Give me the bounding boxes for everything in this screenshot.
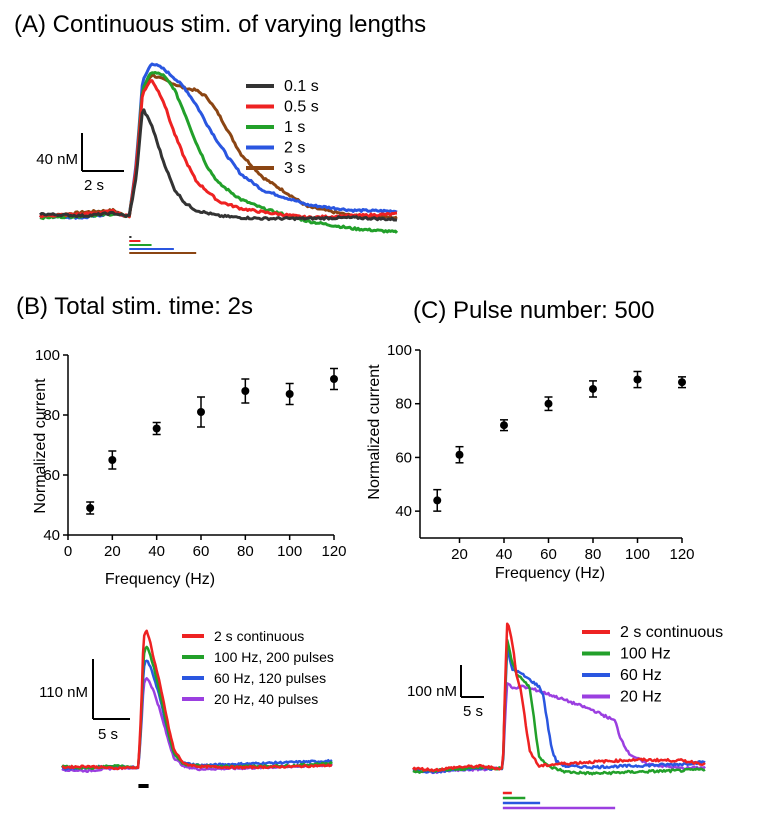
x-tick-label: 20	[104, 543, 121, 560]
panel-c: (C) Pulse number: 500 40 60 80 100 20 40 60 80 1…	[366, 297, 695, 582]
data-point	[633, 375, 642, 384]
panel-e-scale-bar: 100 nM 5 s	[407, 665, 484, 720]
data-point	[455, 450, 464, 459]
data-point	[330, 375, 338, 383]
legend-label-0-1-s: 0.1 s	[284, 78, 319, 95]
scale-bar-x-label: 2 s	[84, 177, 104, 194]
x-tick-label: 80	[237, 543, 254, 560]
y-tick-label: 80	[395, 396, 412, 413]
data-point	[678, 378, 686, 387]
trace-100-hz-200-pulses	[60, 645, 333, 770]
legend-label-2-s-continuous: 2 s continuous	[620, 624, 723, 641]
data-point	[86, 504, 95, 512]
panel-c-title: (C) Pulse number: 500	[413, 297, 654, 324]
y-tick-label: 60	[43, 467, 60, 484]
scale-bar-x-label: 5 s	[98, 726, 118, 743]
legend-label-20-hz: 20 Hz	[620, 689, 662, 706]
panel-b-ylabel: Normalized current	[32, 378, 49, 514]
panel-b-title: (B) Total stim. time: 2s	[16, 293, 253, 320]
panel-c-plot: 40 60 80 100 20 40 60 80 100 120	[387, 342, 695, 563]
x-tick-label: 40	[148, 543, 165, 560]
data-point	[500, 421, 508, 430]
data-point	[152, 424, 161, 433]
scale-bar-y-label: 100 nM	[407, 683, 457, 700]
trace-2-s-continuous	[61, 629, 333, 771]
legend-label-60-hz-120-pulses: 60 Hz, 120 pulses	[214, 670, 326, 686]
data-point	[241, 387, 250, 395]
x-tick-label: 40	[496, 546, 513, 563]
x-tick-label: 60	[540, 546, 557, 563]
data-point	[589, 384, 597, 393]
x-tick-label: 120	[321, 543, 346, 560]
scale-bar-y-label: 40 nM	[36, 151, 78, 168]
panel-d-traces	[60, 629, 333, 773]
panel-c-xlabel: Frequency (Hz)	[495, 565, 605, 582]
data-point	[285, 390, 294, 398]
x-tick-label: 20	[451, 546, 468, 563]
legend-label-0-5-s: 0.5 s	[284, 99, 319, 116]
y-tick-label: 100	[35, 347, 60, 364]
y-tick-label: 80	[43, 407, 60, 424]
panel-e-traces	[412, 622, 706, 776]
legend-label-100-hz-200-pulses: 100 Hz, 200 pulses	[214, 649, 334, 665]
panel-d: 2 s continuous 100 Hz, 200 pulses 60 Hz, 1…	[39, 628, 334, 788]
trace-2-s-continuous	[412, 622, 706, 773]
trace-0-1-s	[39, 108, 398, 222]
panel-b: (B) Total stim. time: 2s 40 60 80 100 0 20 40 6…	[16, 293, 347, 588]
panel-e: 2 s continuous 100 Hz 60 Hz 20 Hz 100 nM 5 …	[407, 622, 723, 810]
y-tick-label: 40	[395, 503, 412, 520]
legend-label-60-hz: 60 Hz	[620, 667, 662, 684]
data-point	[108, 456, 117, 464]
panel-a-scale-bar: 40 nM 2 s	[36, 133, 124, 194]
panel-a-title: (A) Continuous stim. of varying lengths	[14, 11, 426, 38]
x-tick-label: 80	[585, 546, 602, 563]
panel-e-legend: 2 s continuous 100 Hz 60 Hz 20 Hz	[582, 624, 723, 706]
y-tick-label: 100	[387, 342, 412, 359]
panel-a-stim-bars	[129, 236, 197, 254]
panel-b-plot: 40 60 80 100 0 20 40 60 80 100 120	[35, 347, 347, 560]
legend-label-2-s: 2 s	[284, 140, 305, 157]
legend-label-2-s-continuous: 2 s continuous	[214, 628, 304, 644]
legend-label-20-hz-40-pulses: 20 Hz, 40 pulses	[214, 691, 318, 707]
panel-a: (A) Continuous stim. of varying lengths …	[14, 11, 426, 254]
y-tick-label: 60	[395, 449, 412, 466]
panel-d-scale-bar: 110 nM 5 s	[39, 659, 130, 743]
panel-c-ylabel: Normalized current	[366, 364, 383, 500]
trace-0-5-s	[38, 79, 398, 220]
scale-bar-x-label: 5 s	[463, 703, 483, 720]
x-tick-label: 120	[669, 546, 694, 563]
x-tick-label: 0	[64, 543, 72, 560]
y-tick-label: 40	[43, 527, 60, 544]
panel-b-xlabel: Frequency (Hz)	[105, 571, 215, 588]
data-point	[433, 496, 442, 505]
panel-e-stim-bars	[502, 791, 616, 810]
scale-bar-y-label: 110 nM	[39, 684, 88, 701]
panel-a-traces	[38, 62, 399, 234]
legend-label-3-s: 3 s	[284, 160, 305, 177]
x-tick-label: 100	[625, 546, 650, 563]
panel-a-legend: 0.1 s 0.5 s 1 s 2 s 3 s	[246, 78, 319, 177]
legend-label-100-hz: 100 Hz	[620, 646, 671, 663]
trace-3-s	[39, 73, 398, 220]
x-tick-label: 60	[193, 543, 210, 560]
legend-label-1-s: 1 s	[284, 119, 305, 136]
trace-100-hz	[412, 638, 706, 776]
data-point	[197, 408, 205, 416]
x-tick-label: 100	[277, 543, 302, 560]
panel-d-legend: 2 s continuous 100 Hz, 200 pulses 60 Hz, 1…	[182, 628, 334, 707]
trace-2-s	[39, 62, 398, 220]
data-point	[544, 399, 553, 408]
